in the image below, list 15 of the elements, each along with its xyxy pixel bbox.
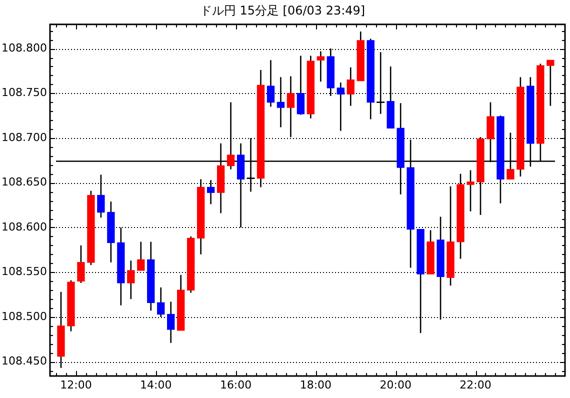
x-tick-label: 16:00 <box>220 378 252 392</box>
y-tick-label: 108.800 <box>2 41 47 54</box>
x-tick-label: 20:00 <box>380 378 412 392</box>
x-tick-label: 14:00 <box>140 378 172 392</box>
chart-title: ドル円 15分足 [06/03 23:49] <box>200 3 366 18</box>
y-tick-label: 108.450 <box>2 354 47 368</box>
y-tick-label: 108.500 <box>2 310 47 323</box>
x-tick-label: 12:00 <box>60 378 92 392</box>
y-tick-label: 108.550 <box>2 265 47 278</box>
x-tick-label: 18:00 <box>300 378 332 392</box>
x-tick-label: 22:00 <box>460 378 492 392</box>
y-tick-label: 108.700 <box>2 130 47 144</box>
y-tick-label: 108.750 <box>2 86 47 100</box>
y-tick-label: 108.650 <box>2 176 47 189</box>
y-tick-label: 108.600 <box>2 220 47 234</box>
